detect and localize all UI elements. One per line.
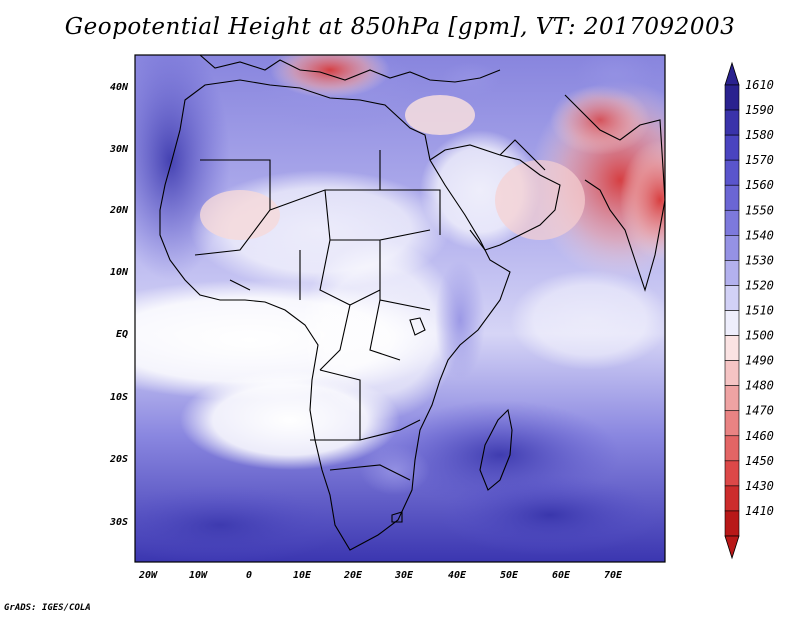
india-coast [564,94,665,292]
lon-tick-0: 0 [246,570,252,581]
colorbar-level-label: 1610 [745,78,774,92]
lon-tick-30e: 30E [394,570,414,581]
colorbar-swatch [724,360,740,386]
colorbar-swatch [724,335,740,361]
colorbar-swatch [724,285,740,311]
lon-tick-50e: 50E [500,570,519,581]
colorbar-max-arrow [724,61,740,86]
colorbar-swatch [724,385,740,412]
lesotho [391,511,403,523]
lake-victoria [409,317,426,336]
arabia-coast [429,144,561,251]
lon-tick-10w: 10W [189,570,208,581]
colorbar-swatch [724,485,740,512]
colorbar-level-label: 1520 [745,278,774,292]
colorbar-swatch [724,410,740,437]
africa-coastline [159,79,511,551]
lat-tick-20s: 20S [109,454,128,465]
colorbar-swatch [724,460,740,487]
map-frame [134,54,666,563]
lon-tick-60e: 60E [552,570,571,581]
longitude-axis: 20W 10W 0 10E 20E 30E 40E 50E 60E 70E [138,570,623,581]
colorbar-level-label: 1530 [745,253,774,267]
colorbar-swatch [724,235,740,261]
latitude-axis: 40N 30N 20N 10N EQ 10S 20S 30S [109,82,129,528]
colorbar-swatch [724,84,740,111]
colorbar-level-label: 1430 [745,479,774,493]
height-field [135,55,665,562]
gulf-coast [499,139,546,171]
colorbar-swatch [724,159,740,186]
lat-tick-20n: 20N [109,205,129,216]
colorbar-level-label: 1580 [745,128,774,142]
colorbar-level-label: 1570 [745,153,774,167]
colorbar-level-label: 1480 [745,379,774,393]
colorbar-swatch [724,109,740,136]
colorbar: 1610 1590 1580 1570 1560 1550 1540 1530 1520 1510… [724,61,774,560]
lat-tick-30s: 30S [109,517,128,528]
colorbar-swatch [724,134,740,161]
lat-tick-eq: EQ [116,329,128,340]
lat-tick-40n: 40N [110,82,129,93]
lat-tick-10n: 10N [110,267,129,278]
colorbar-swatch [724,435,740,462]
colorbar-swatch [724,209,740,236]
chart-title: Geopotential Height at 850hPa [gpm], VT:… [64,14,736,40]
lon-tick-10e: 10E [293,570,312,581]
colorbar-level-label: 1500 [745,329,774,343]
colorbar-level-label: 1590 [745,103,774,117]
colorbar-swatch [724,184,740,211]
credit-text: GrADS: IGES/COLA [4,603,91,613]
lat-tick-30n: 30N [109,144,129,155]
colorbar-level-label: 1550 [745,203,774,217]
colorbar-level-label: 1510 [745,304,774,318]
colorbar-level-label: 1490 [745,354,774,368]
lon-tick-20w: 20W [138,570,158,581]
colorbar-level-label: 1460 [745,429,774,443]
colorbar-level-label: 1470 [745,404,774,418]
europe-coast [199,55,501,83]
colorbar-min-arrow [724,535,740,560]
colorbar-level-label: 1450 [745,454,774,468]
coastlines [159,55,665,551]
colorbar-level-label: 1410 [745,504,774,518]
colorbar-level-label: 1540 [745,228,774,242]
colorbar-swatch [724,310,740,336]
lon-tick-70e: 70E [604,570,623,581]
colorbar-swatch [724,510,740,537]
madagascar [479,408,513,491]
colorbar-level-label: 1560 [745,178,774,192]
colorbar-swatch [724,260,740,286]
border-lines [194,150,441,481]
lon-tick-20e: 20E [343,570,363,581]
lat-tick-10s: 10S [110,392,128,403]
lon-tick-40e: 40E [448,570,467,581]
